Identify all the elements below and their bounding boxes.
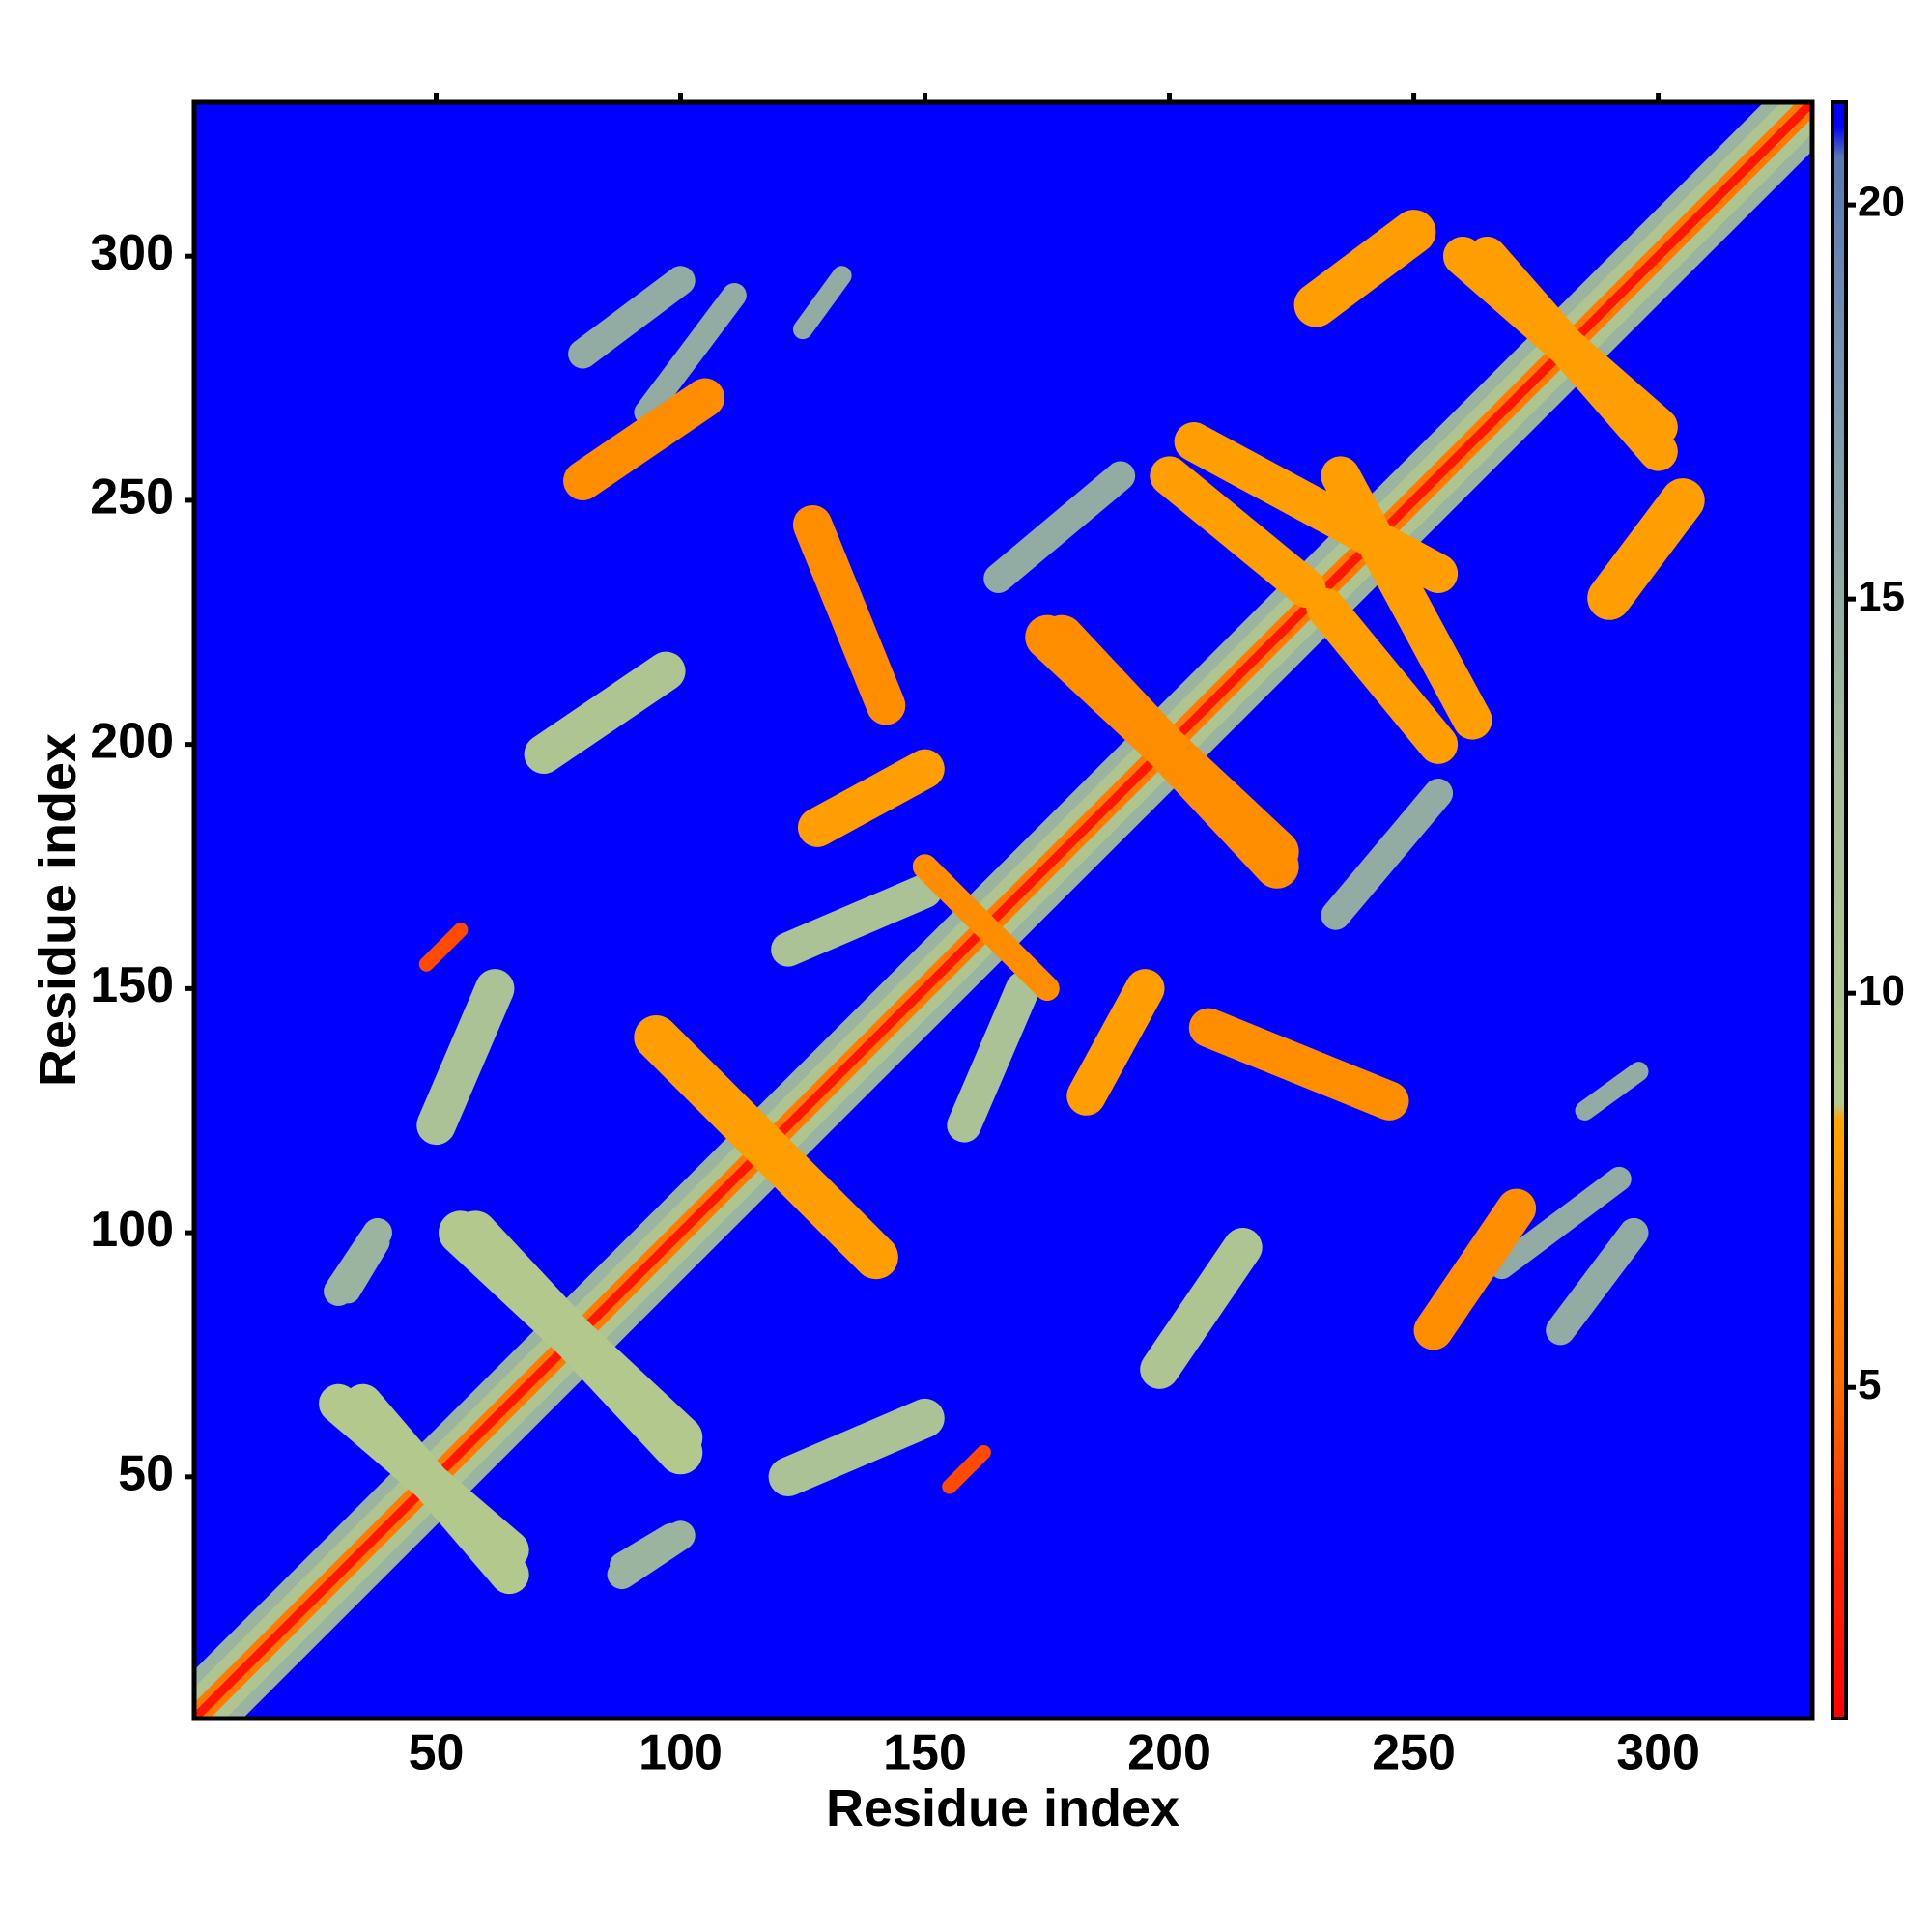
- contact-band-mirror: [335, 1230, 390, 1304]
- contact-band: [797, 749, 945, 847]
- contact-band-mirror: [194, 102, 1812, 1719]
- contact-band: [634, 282, 747, 425]
- contact-band-mirror: [1587, 478, 1705, 620]
- x-tick-label: 150: [883, 1725, 967, 1781]
- contact-band-mirror: [768, 1398, 945, 1497]
- contact-band: [563, 378, 725, 500]
- y-tick-label: 100: [90, 1202, 174, 1258]
- contact-band-mirror: [947, 971, 1040, 1143]
- colorbar-tick-label: 5: [1858, 1361, 1881, 1408]
- heatmap-area: [194, 102, 1812, 1719]
- contact-band-mirror: [1321, 779, 1454, 930]
- colorbar-tick-label: 20: [1858, 179, 1905, 226]
- y-tick-label: 250: [90, 469, 174, 526]
- contact-band-mirror: [634, 1015, 898, 1280]
- y-axis-label: Residue index: [29, 733, 87, 1087]
- contact-band-mirror: [1546, 1217, 1649, 1346]
- contact-band: [1150, 456, 1326, 609]
- y-tick-label: 50: [118, 1446, 174, 1502]
- contact-band: [568, 266, 696, 369]
- contact-band: [416, 969, 515, 1146]
- contact-band: [1293, 210, 1436, 327]
- contact-band: [418, 923, 469, 972]
- y-tick-label: 150: [90, 957, 174, 1013]
- contact-band-mirror: [1188, 1008, 1409, 1121]
- contact-band-mirror: [1467, 236, 1678, 471]
- contact-band-mirror: [1174, 422, 1459, 593]
- colorbar: [1831, 100, 1848, 1720]
- contact-band-mirror: [343, 1383, 529, 1595]
- x-tick-label: 300: [1616, 1725, 1700, 1781]
- contact-band-mirror: [1066, 969, 1165, 1116]
- colorbar-tick-label: 15: [1858, 573, 1905, 620]
- plot-frame: [191, 99, 1815, 1721]
- contact-band: [771, 873, 943, 967]
- y-tick-label: 300: [90, 225, 174, 281]
- contact-band-mirror: [1490, 1166, 1632, 1280]
- contact-band-mirror: [1575, 1062, 1649, 1121]
- contact-band: [524, 651, 686, 775]
- x-tick-label: 100: [639, 1725, 723, 1781]
- x-tick-label: 50: [409, 1725, 465, 1781]
- contact-band: [792, 266, 852, 340]
- contact-band: [792, 504, 906, 725]
- contact-band: [983, 461, 1136, 593]
- x-axis-label: Residue index: [826, 1779, 1179, 1837]
- y-tick-label: 200: [90, 713, 174, 769]
- contact-band-mirror: [942, 1444, 991, 1494]
- colorbar-tick-label: 10: [1858, 967, 1905, 1014]
- contact-band: [610, 1522, 684, 1577]
- contact-band-mirror: [1140, 1228, 1263, 1389]
- contact-band-mirror: [1039, 614, 1299, 889]
- x-tick-label: 250: [1372, 1725, 1456, 1781]
- contact-band-mirror: [1413, 1188, 1537, 1350]
- contact-band-mirror: [912, 854, 1060, 1002]
- contact-band-mirror: [1306, 587, 1459, 764]
- contact-band-mirror: [453, 1210, 703, 1475]
- x-tick-label: 200: [1127, 1725, 1211, 1781]
